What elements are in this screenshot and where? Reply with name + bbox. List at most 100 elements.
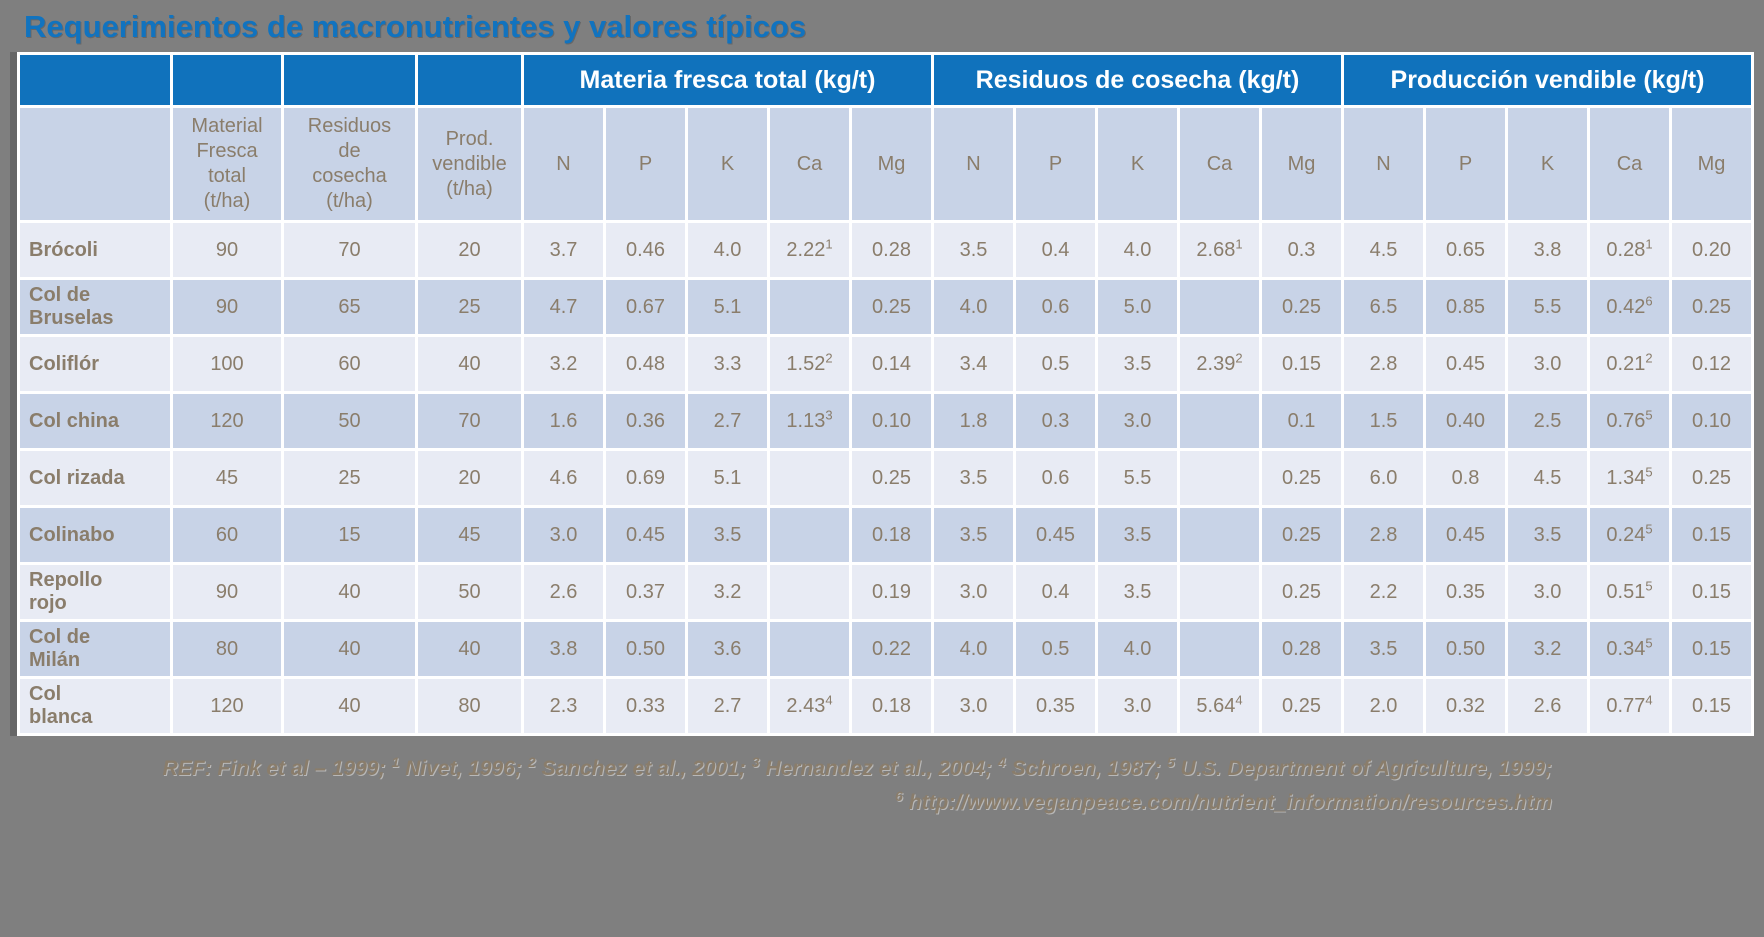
value-cell: 1.345 xyxy=(1590,451,1669,505)
reference-entry: REF: Fink et al – 1999; xyxy=(162,757,386,780)
value-cell: 0.12 xyxy=(1672,337,1751,391)
value-cell: 0.46 xyxy=(606,223,685,277)
value-cell: 5.1 xyxy=(688,280,767,334)
value-cell: 40 xyxy=(418,622,521,676)
value-cell: 0.15 xyxy=(1672,622,1751,676)
value-cell: 4.0 xyxy=(934,622,1013,676)
nutrient-header-ca: Ca xyxy=(1590,108,1669,220)
group-header-row: Materia fresca total (kg/t) Residuos de … xyxy=(20,55,1751,105)
value-cell: 45 xyxy=(418,508,521,562)
nutrient-header-mg: Mg xyxy=(1262,108,1341,220)
value-cell: 0.50 xyxy=(1426,622,1505,676)
value-cell: 0.515 xyxy=(1590,565,1669,619)
value-cell: 1.522 xyxy=(770,337,849,391)
value-cell: 0.212 xyxy=(1590,337,1669,391)
footnote-marker: 1 xyxy=(1235,235,1243,251)
value-cell: 0.20 xyxy=(1672,223,1751,277)
value-cell: 0.65 xyxy=(1426,223,1505,277)
value-cell: 0.281 xyxy=(1590,223,1669,277)
value-cell: 0.18 xyxy=(852,679,931,733)
footnote-marker: 2 xyxy=(1235,349,1243,365)
value-cell: 2.2 xyxy=(1344,565,1423,619)
value-cell: 4.5 xyxy=(1344,223,1423,277)
nutrient-header-ca: Ca xyxy=(1180,108,1259,220)
value-cell: 90 xyxy=(173,223,281,277)
value-cell: 0.25 xyxy=(852,280,931,334)
value-cell xyxy=(770,451,849,505)
footnote-marker: 2 xyxy=(825,349,833,365)
footnote-marker: 4 xyxy=(1235,691,1243,707)
nutrient-header-p: P xyxy=(1016,108,1095,220)
reference-line-2: 6 http://www.veganpeace.com/nutrient_inf… xyxy=(0,786,1552,820)
nutrient-header-k: K xyxy=(1508,108,1587,220)
value-cell: 3.0 xyxy=(1098,679,1177,733)
footnote-marker: 5 xyxy=(1645,406,1653,422)
footnote-marker: 1 xyxy=(825,235,833,251)
value-cell: 5.5 xyxy=(1098,451,1177,505)
value-cell xyxy=(1180,565,1259,619)
footnote-marker: 6 xyxy=(1645,292,1653,308)
blank-header-cell xyxy=(173,55,281,105)
value-cell: 0.4 xyxy=(1016,565,1095,619)
footnote-marker: 4 xyxy=(997,754,1006,770)
table-body: Brócoli 90 70 20 3.7 0.46 4.0 2.221 0.28 3.5 0.4 4.… xyxy=(20,223,1751,733)
crop-name: Coliflór xyxy=(20,337,170,391)
value-cell: 2.8 xyxy=(1344,337,1423,391)
value-cell: 3.0 xyxy=(524,508,603,562)
footnote-marker: 1 xyxy=(391,754,400,770)
value-cell: 40 xyxy=(284,622,415,676)
footnote-marker: 5 xyxy=(1166,754,1175,770)
crop-name: Col china xyxy=(20,394,170,448)
value-cell: 0.69 xyxy=(606,451,685,505)
value-cell: 40 xyxy=(418,337,521,391)
value-cell: 4.0 xyxy=(1098,223,1177,277)
table-row: Colinabo 60 15 45 3.0 0.45 3.5 0.18 3.5 0.45 3.5 0.… xyxy=(20,508,1751,562)
value-cell xyxy=(770,508,849,562)
subheader-prod-vendible: Prod. vendible (t/ha) xyxy=(418,108,521,220)
footnote-marker: 6 xyxy=(895,787,903,804)
value-cell: 4.0 xyxy=(688,223,767,277)
footnote-marker: 1 xyxy=(1645,235,1653,251)
value-cell: 2.7 xyxy=(688,679,767,733)
value-cell: 2.8 xyxy=(1344,508,1423,562)
value-cell: 0.765 xyxy=(1590,394,1669,448)
value-cell: 0.15 xyxy=(1262,337,1341,391)
value-cell: 3.4 xyxy=(934,337,1013,391)
value-cell: 80 xyxy=(418,679,521,733)
table-row: Col china 120 50 70 1.6 0.36 2.7 1.133 0.10 1.8 0.… xyxy=(20,394,1751,448)
value-cell: 0.45 xyxy=(1426,337,1505,391)
references: REF: Fink et al – 1999; 1 Nivet, 1996; 2 S… xyxy=(0,752,1764,819)
value-cell: 0.14 xyxy=(852,337,931,391)
nutrient-header-ca: Ca xyxy=(770,108,849,220)
value-cell: 0.8 xyxy=(1426,451,1505,505)
group-header-produccion-vendible: Producción vendible (kg/t) xyxy=(1344,55,1751,105)
value-cell: 0.25 xyxy=(1262,565,1341,619)
value-cell: 40 xyxy=(284,679,415,733)
crop-name: Col de Bruselas xyxy=(20,280,170,334)
value-cell: 3.5 xyxy=(1098,508,1177,562)
footnote-marker: 3 xyxy=(751,754,760,770)
nutrient-header-k: K xyxy=(688,108,767,220)
footnote-marker: 2 xyxy=(527,754,536,770)
value-cell: 40 xyxy=(284,565,415,619)
value-cell: 90 xyxy=(173,565,281,619)
value-cell: 0.6 xyxy=(1016,451,1095,505)
value-cell: 2.6 xyxy=(524,565,603,619)
group-header-residuos-cosecha: Residuos de cosecha (kg/t) xyxy=(934,55,1341,105)
value-cell xyxy=(1180,451,1259,505)
value-cell: 0.345 xyxy=(1590,622,1669,676)
value-cell: 3.2 xyxy=(1508,622,1587,676)
crop-name: Col blanca xyxy=(20,679,170,733)
value-cell xyxy=(1180,508,1259,562)
blank-header-cell xyxy=(418,55,521,105)
value-cell: 25 xyxy=(284,451,415,505)
value-cell: 0.3 xyxy=(1262,223,1341,277)
value-cell: 0.67 xyxy=(606,280,685,334)
value-cell: 3.8 xyxy=(1508,223,1587,277)
value-cell: 65 xyxy=(284,280,415,334)
footnote-marker: 3 xyxy=(825,406,833,422)
value-cell: 0.25 xyxy=(852,451,931,505)
value-cell: 0.426 xyxy=(1590,280,1669,334)
value-cell: 20 xyxy=(418,451,521,505)
